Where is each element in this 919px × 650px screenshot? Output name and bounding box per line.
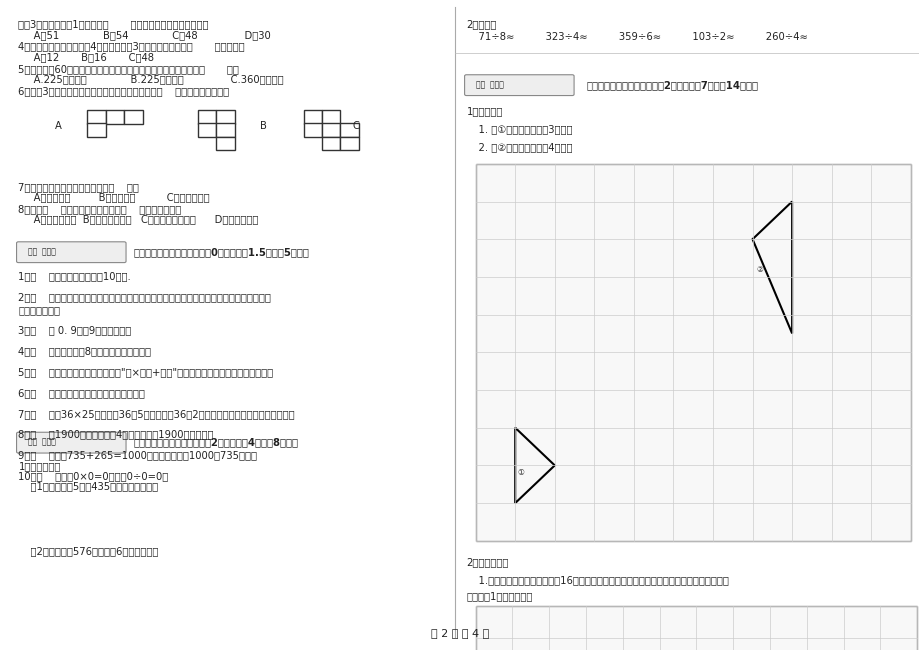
Bar <box>322 124 340 136</box>
Text: 1、（    ）小明家客厅面积是10公顿.: 1、（ ）小明家客厅面积是10公顿. <box>18 271 131 281</box>
FancyBboxPatch shape <box>17 432 126 453</box>
Text: 5、把一根长60厘米的鐵丝围成一个正方形，这个正方形的面积是（       ）。: 5、把一根长60厘米的鐵丝围成一个正方形，这个正方形的面积是（ ）。 <box>18 64 239 73</box>
Bar <box>475 606 916 650</box>
Bar <box>340 136 358 150</box>
FancyBboxPatch shape <box>464 75 573 96</box>
Bar <box>322 111 340 124</box>
Text: 三、仔细推敲，正确判断（共0小题，每题1.5分，共5分）。: 三、仔细推敲，正确判断（共0小题，每题1.5分，共5分）。 <box>133 247 309 257</box>
Text: 五、认真思考，综合能力（共2小题，每题7分，儗14分）。: 五、认真思考，综合能力（共2小题，每题7分，儗14分）。 <box>585 80 757 90</box>
Text: 9、（    ）根据735+265=1000，可以直接写兴1000－735的差。: 9、（ ）根据735+265=1000，可以直接写兴1000－735的差。 <box>18 450 257 460</box>
Text: 7、（    ）计36×25时，先把36和5相乘，再把36和2相乘，最后把两次乘得的结果相加。: 7、（ ）计36×25时，先把36和5相乘，再把36和2相乘，最后把两次乘得的结… <box>18 409 295 419</box>
Text: 得分  评卷人: 得分 评卷人 <box>28 247 55 256</box>
Text: 得分  评卷人: 得分 评卷人 <box>28 437 55 447</box>
Text: A: A <box>55 121 62 131</box>
Text: 2、动手操作。: 2、动手操作。 <box>466 557 508 567</box>
Bar <box>475 164 910 541</box>
Text: A、12       B、16       C、48: A、12 B、16 C、48 <box>18 52 154 62</box>
Text: 4、一个长方形花坛的宽是4米，长是宽的3倍，花坛的面积是（       ）平方米。: 4、一个长方形花坛的宽是4米，长是宽的3倍，花坛的面积是（ ）平方米。 <box>18 42 244 51</box>
Text: B: B <box>260 121 267 131</box>
Text: 71÷8≈          323÷4≈          359÷6≈          103÷2≈          260÷4≈: 71÷8≈ 323÷4≈ 359÷6≈ 103÷2≈ 260÷4≈ <box>466 32 808 42</box>
Text: A、一定，可能  B、可能，不可能   C、不可能，不可能      D、可能，可能: A、一定，可能 B、可能，不可能 C、不可能，不可能 D、可能，可能 <box>18 214 258 224</box>
Text: （1）一个数的5倍是435，这个数是多少？: （1）一个数的5倍是435，这个数是多少？ <box>18 481 158 491</box>
Text: 1、画一画。: 1、画一画。 <box>466 106 503 116</box>
Text: 6、（    ）小明面对着东方时，背对着西方。: 6、（ ）小明面对着东方时，背对着西方。 <box>18 388 145 398</box>
Text: 1、列式计算。: 1、列式计算。 <box>18 462 61 471</box>
Text: 8、（    ）1900年的年份数是4的倍数，所以1900年是闰年。: 8、（ ）1900年的年份数是4的倍数，所以1900年是闰年。 <box>18 430 214 439</box>
Text: 2. 把②号图形向左移动4个格。: 2. 把②号图形向左移动4个格。 <box>466 142 573 152</box>
Bar <box>87 111 106 124</box>
Bar <box>106 111 124 124</box>
Text: 1. 把①号图形向右平移3个格。: 1. 把①号图形向右平移3个格。 <box>466 124 573 134</box>
Text: 2、（    ）用同一条鐵丝先围成一个最大的正方形，再围成一个最大的长方形，长方形和正方: 2、（ ）用同一条鐵丝先围成一个最大的正方形，再围成一个最大的长方形，长方形和正… <box>18 292 271 302</box>
Bar <box>198 124 216 136</box>
Bar <box>124 111 142 124</box>
Text: 一小格为1平方厘米）。: 一小格为1平方厘米）。 <box>466 591 532 601</box>
Text: 7、下面现象中属于平移现象的是（    ）。: 7、下面现象中属于平移现象的是（ ）。 <box>18 182 139 192</box>
Text: 5、（    ）有余数除法的验算方法是"商×除数+余数"，看得到的结果是否与被除数相等。: 5、（ ）有余数除法的验算方法是"商×除数+余数"，看得到的结果是否与被除数相等… <box>18 367 273 377</box>
Text: 四、看清题目，细心计算（共2小题，每题4分，共8分）。: 四、看清题目，细心计算（共2小题，每题4分，共8分）。 <box>133 437 298 448</box>
Text: 6、下具3个图形中，每个小正方形都一样大，那么（    ）图形的周长最长。: 6、下具3个图形中，每个小正方形都一样大，那么（ ）图形的周长最长。 <box>18 86 229 96</box>
Text: 1.在下面方格纸上画出面积是16平方厘米的长方形和正方形，标出相应的长、宽或边长（每: 1.在下面方格纸上画出面积是16平方厘米的长方形和正方形，标出相应的长、宽或边长… <box>466 575 729 585</box>
Text: 得分  评卷人: 得分 评卷人 <box>475 80 503 89</box>
FancyBboxPatch shape <box>17 242 126 263</box>
Text: 8、明天（    ）会下雨，今天下午我（    ）遍游全世界。: 8、明天（ ）会下雨，今天下午我（ ）遍游全世界。 <box>18 204 181 214</box>
Text: （2）被除数是576，除数是6，商是多少？: （2）被除数是576，除数是6，商是多少？ <box>18 546 159 556</box>
Bar <box>216 136 234 150</box>
Text: 第 2 页 共 4 页: 第 2 页 共 4 页 <box>430 629 489 638</box>
Text: A、开关抽屉         B、拧开瓶盖          C、转动的风车: A、开关抽屉 B、拧开瓶盖 C、转动的风车 <box>18 192 210 202</box>
Bar <box>87 124 106 136</box>
Text: 10、（    ）因为0×0=0，所以0÷0=0。: 10、（ ）因为0×0=0，所以0÷0=0。 <box>18 471 168 481</box>
Bar <box>198 111 216 124</box>
Text: 2、估算。: 2、估算。 <box>466 20 496 29</box>
Bar <box>322 136 340 150</box>
Bar <box>303 124 322 136</box>
Bar <box>216 111 234 124</box>
Text: 形的周长相等。: 形的周长相等。 <box>18 305 61 315</box>
Bar <box>216 124 234 136</box>
Text: ①: ① <box>516 469 524 478</box>
Text: C: C <box>352 121 358 131</box>
Text: A、51              B、54              C、48               D、30: A、51 B、54 C、48 D、30 <box>18 30 271 40</box>
Text: 3、（    ） 0. 9里有9个十分之一。: 3、（ ） 0. 9里有9个十分之一。 <box>18 326 131 335</box>
Text: A.225平方分米              B.225平方厘米               C.360平方厘米: A.225平方分米 B.225平方厘米 C.360平方厘米 <box>18 74 284 84</box>
Text: ②: ② <box>755 265 763 274</box>
Text: 的有3人，那么三（1）一共有（       ）人参加了书画和棋艺小组。: 的有3人，那么三（1）一共有（ ）人参加了书画和棋艺小组。 <box>18 20 209 29</box>
Bar <box>303 111 322 124</box>
Text: 4、（    ）一个两位乘8，积一定也是两为数。: 4、（ ）一个两位乘8，积一定也是两为数。 <box>18 346 152 356</box>
Bar <box>340 124 358 136</box>
